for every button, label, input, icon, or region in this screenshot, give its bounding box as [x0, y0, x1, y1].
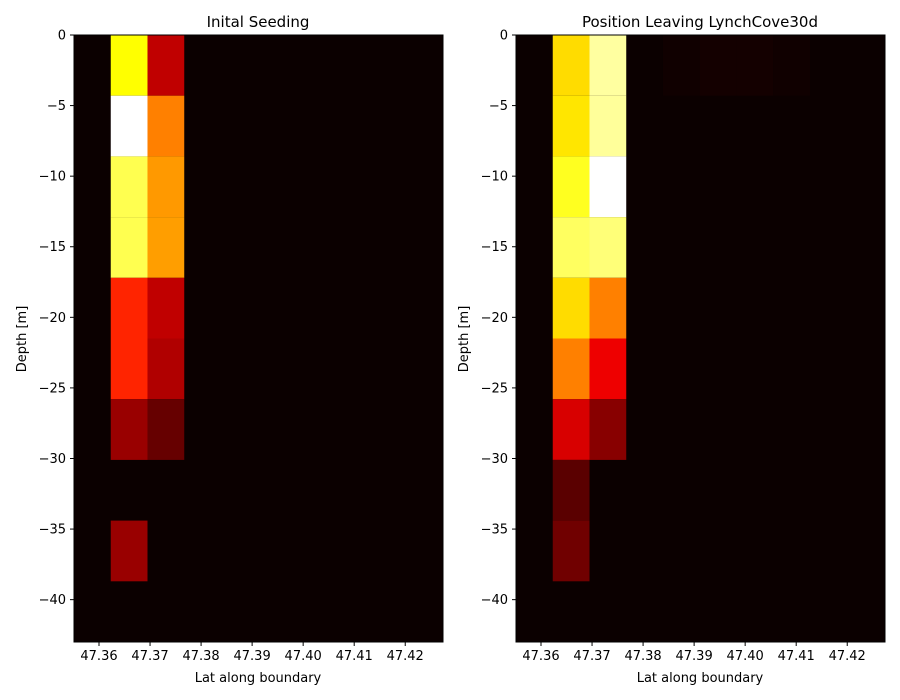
- x-tick-label: 47.36: [80, 649, 117, 664]
- heatmap-cell: [552, 95, 590, 157]
- heatmap-cell: [147, 338, 185, 400]
- panel-initial-seeding: Inital Seeding 47.36 47.37 47.38 47.39 47.40…: [15, 13, 444, 686]
- x-tick-label: 47.40: [285, 649, 322, 664]
- heatmap-cell: [699, 35, 737, 96]
- x-tick-label: 47.37: [573, 649, 610, 664]
- panel-title: Position Leaving LynchCove30d: [582, 13, 818, 31]
- x-tick-label: 47.38: [624, 649, 661, 664]
- heatmap-cell: [147, 399, 185, 460]
- heatmap-cell: [147, 156, 185, 218]
- x-tick-label: 47.39: [676, 649, 713, 664]
- heatmap-cell: [662, 35, 700, 96]
- heatmap-cell: [110, 156, 148, 218]
- heatmap-cell: [110, 95, 148, 157]
- heatmap-cells: [73, 34, 444, 643]
- heatmap-cells: [515, 34, 886, 643]
- x-axis-label: Lat along boundary: [195, 671, 322, 686]
- heatmap-cell: [552, 338, 590, 400]
- x-tick-label: 47.40: [727, 649, 764, 664]
- x-axis-label: Lat along boundary: [637, 671, 764, 686]
- y-tick-label: −30: [481, 452, 508, 467]
- heatmap-cell: [552, 520, 590, 582]
- y-axis-label: Depth [m]: [15, 306, 30, 373]
- heatmap-cell: [110, 399, 148, 460]
- heatmap-cell: [552, 459, 590, 521]
- y-tick-label: −25: [481, 381, 508, 396]
- heatmap-cell: [589, 277, 627, 339]
- plot-frame: [515, 34, 886, 643]
- heatmap-cell: [552, 217, 590, 278]
- x-tick-label: 47.37: [131, 649, 168, 664]
- heatmap-cell: [552, 35, 590, 96]
- x-tick-label: 47.39: [234, 649, 271, 664]
- heatmap-cell: [147, 277, 185, 339]
- x-tick-label: 47.41: [778, 649, 815, 664]
- x-tick-label: 47.41: [336, 649, 373, 664]
- heatmap-cell: [552, 156, 590, 218]
- heatmap-cell: [589, 35, 627, 96]
- x-axis-ticks: 47.36 47.37 47.38 47.39 47.40 47.41 47.42: [522, 642, 866, 664]
- y-tick-label: −20: [39, 311, 66, 326]
- plot-frame: [73, 34, 444, 643]
- x-tick-label: 47.42: [829, 649, 866, 664]
- y-tick-label: −20: [481, 311, 508, 326]
- y-tick-label: −35: [39, 523, 66, 538]
- heatmap-cell: [589, 156, 627, 218]
- y-axis-ticks: 0 −5 −10 −15 −20 −25 −30 −35 −40: [481, 29, 516, 608]
- heatmap-cell: [736, 35, 774, 96]
- x-tick-label: 47.36: [522, 649, 559, 664]
- y-tick-label: −10: [39, 170, 66, 185]
- y-tick-label: −5: [489, 99, 508, 114]
- heatmap-cell: [773, 35, 810, 96]
- heatmap-cell: [110, 277, 148, 339]
- y-tick-label: −35: [481, 523, 508, 538]
- panel-title: Inital Seeding: [207, 13, 310, 31]
- heatmap-cell: [147, 95, 185, 157]
- y-tick-label: −15: [481, 240, 508, 255]
- x-axis-ticks: 47.36 47.37 47.38 47.39 47.40 47.41 47.42: [80, 642, 424, 664]
- heatmap-cell: [110, 217, 148, 278]
- y-tick-label: −10: [481, 170, 508, 185]
- heatmap-cell: [110, 35, 148, 96]
- x-tick-label: 47.38: [182, 649, 219, 664]
- y-axis-label: Depth [m]: [457, 306, 472, 373]
- heatmap-cell: [552, 399, 590, 460]
- y-tick-label: −40: [39, 593, 66, 608]
- y-tick-label: −40: [481, 593, 508, 608]
- heatmap-cell: [110, 520, 148, 582]
- panel-position-leaving: Position Leaving LynchCove30d 47.36 47.37…: [457, 13, 886, 686]
- x-tick-label: 47.42: [387, 649, 424, 664]
- y-tick-label: −25: [39, 381, 66, 396]
- y-tick-label: −30: [39, 452, 66, 467]
- heatmap-cell: [147, 35, 185, 96]
- heatmap-cell: [589, 95, 627, 157]
- heatmap-cell: [147, 217, 185, 278]
- heatmap-cell: [589, 217, 627, 278]
- heatmap-cell: [589, 399, 627, 460]
- y-tick-label: 0: [58, 29, 66, 44]
- y-tick-label: 0: [500, 29, 508, 44]
- y-tick-label: −15: [39, 240, 66, 255]
- y-tick-label: −5: [47, 99, 66, 114]
- heatmap-cell: [110, 338, 148, 400]
- heatmap-cell: [552, 277, 590, 339]
- heatmap-cell: [589, 338, 627, 400]
- y-axis-ticks: 0 −5 −10 −15 −20 −25 −30 −35 −40: [39, 29, 74, 608]
